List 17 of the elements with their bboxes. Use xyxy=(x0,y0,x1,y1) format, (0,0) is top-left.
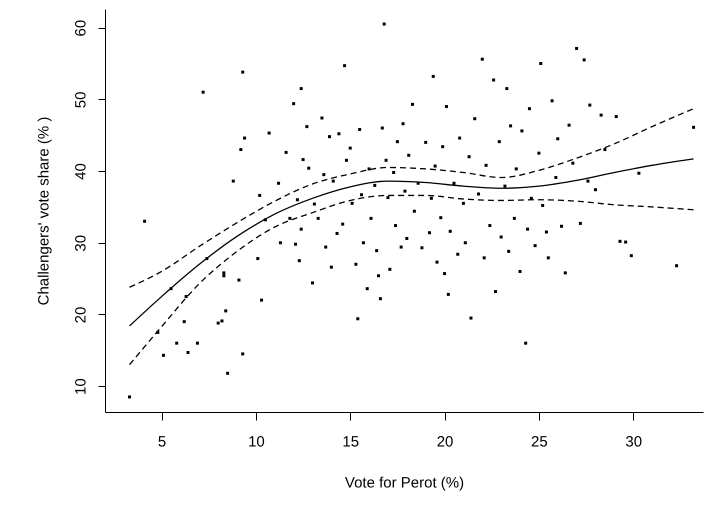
y-axis-title: Challengers' vote share (% ) xyxy=(36,116,52,306)
x-tick-label: 30 xyxy=(625,434,642,450)
x-axis-title: Vote for Perot (%) xyxy=(344,474,464,492)
y-tick-label: 40 xyxy=(72,163,90,180)
y-tick-label: 10 xyxy=(72,378,90,396)
y-tick-label: 30 xyxy=(72,234,90,252)
y-tick-label: 60 xyxy=(72,20,90,36)
line-series xyxy=(128,158,694,327)
y-tick-label: 50 xyxy=(72,92,90,108)
x-tick-label: 5 xyxy=(158,434,166,450)
y-tick-label: 20 xyxy=(72,306,90,324)
x-tick-label: 15 xyxy=(342,434,360,450)
x-tick-label: 10 xyxy=(248,434,265,450)
line-series xyxy=(128,108,694,288)
x-tick-label: 25 xyxy=(531,434,548,450)
line-series xyxy=(128,194,694,366)
x-tick-label: 20 xyxy=(436,434,454,450)
